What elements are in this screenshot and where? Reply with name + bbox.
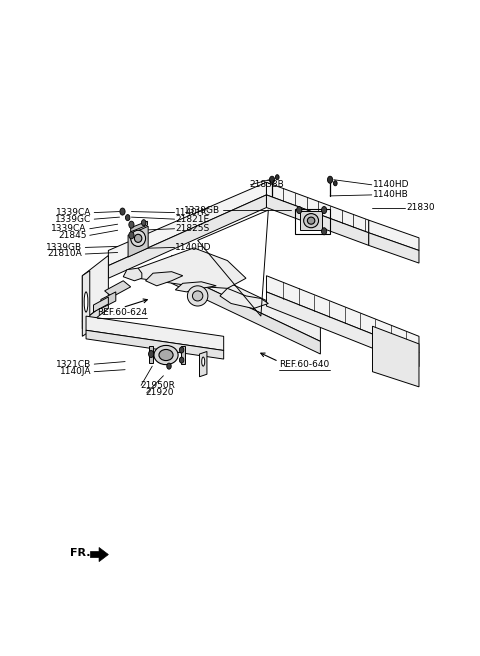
Text: 1339GB: 1339GB bbox=[46, 243, 83, 252]
Circle shape bbox=[334, 181, 337, 186]
Polygon shape bbox=[86, 316, 224, 350]
Polygon shape bbox=[266, 195, 369, 245]
Polygon shape bbox=[372, 326, 419, 387]
Polygon shape bbox=[220, 289, 268, 308]
Text: 1140HC: 1140HC bbox=[175, 208, 211, 217]
Polygon shape bbox=[128, 226, 148, 257]
Ellipse shape bbox=[202, 357, 204, 366]
Text: 1339GC: 1339GC bbox=[55, 215, 92, 224]
Ellipse shape bbox=[154, 346, 178, 365]
Circle shape bbox=[322, 207, 327, 214]
Circle shape bbox=[129, 232, 134, 239]
Circle shape bbox=[327, 176, 333, 183]
Circle shape bbox=[129, 221, 134, 228]
Text: 1339CA: 1339CA bbox=[56, 208, 92, 217]
Ellipse shape bbox=[304, 214, 319, 228]
Polygon shape bbox=[86, 330, 224, 359]
Text: 21830: 21830 bbox=[406, 203, 434, 212]
Polygon shape bbox=[123, 268, 142, 281]
Text: 21845: 21845 bbox=[58, 231, 87, 240]
Polygon shape bbox=[181, 346, 185, 364]
Text: 21810A: 21810A bbox=[48, 249, 83, 258]
Polygon shape bbox=[266, 292, 419, 367]
Circle shape bbox=[297, 207, 302, 214]
Circle shape bbox=[276, 174, 279, 180]
Circle shape bbox=[148, 350, 154, 358]
Polygon shape bbox=[266, 182, 369, 233]
Ellipse shape bbox=[307, 217, 315, 224]
Polygon shape bbox=[300, 211, 322, 230]
Polygon shape bbox=[175, 282, 216, 292]
Text: 21950R: 21950R bbox=[140, 381, 175, 390]
Circle shape bbox=[120, 208, 125, 215]
Polygon shape bbox=[91, 548, 108, 562]
Text: REF.60-624: REF.60-624 bbox=[97, 308, 147, 317]
Polygon shape bbox=[266, 276, 419, 352]
Ellipse shape bbox=[159, 350, 173, 361]
Polygon shape bbox=[172, 255, 321, 341]
Polygon shape bbox=[138, 248, 246, 289]
Ellipse shape bbox=[192, 291, 203, 301]
Text: 21825S: 21825S bbox=[175, 224, 210, 234]
Polygon shape bbox=[105, 281, 131, 297]
Ellipse shape bbox=[131, 230, 145, 247]
Text: 21838B: 21838B bbox=[250, 180, 285, 190]
Text: 1321CB: 1321CB bbox=[56, 359, 92, 369]
Polygon shape bbox=[83, 255, 108, 321]
Polygon shape bbox=[83, 271, 90, 337]
Circle shape bbox=[180, 357, 184, 363]
Circle shape bbox=[125, 215, 130, 220]
Polygon shape bbox=[369, 220, 419, 251]
Polygon shape bbox=[83, 301, 108, 329]
Text: 1140HB: 1140HB bbox=[372, 190, 408, 199]
Text: 1140HD: 1140HD bbox=[175, 243, 212, 252]
Ellipse shape bbox=[187, 286, 208, 306]
Polygon shape bbox=[108, 195, 266, 278]
Circle shape bbox=[269, 176, 275, 183]
Polygon shape bbox=[108, 182, 266, 266]
Text: 1140HD: 1140HD bbox=[372, 180, 409, 190]
Text: 21821E: 21821E bbox=[175, 215, 209, 224]
Text: 1140JA: 1140JA bbox=[60, 367, 92, 376]
Circle shape bbox=[180, 347, 184, 353]
Text: 1339GB: 1339GB bbox=[184, 205, 220, 215]
Polygon shape bbox=[200, 352, 207, 377]
Polygon shape bbox=[101, 292, 116, 308]
Polygon shape bbox=[145, 272, 183, 286]
Polygon shape bbox=[149, 346, 153, 363]
Ellipse shape bbox=[84, 292, 88, 312]
Ellipse shape bbox=[134, 234, 142, 242]
Text: FR.: FR. bbox=[71, 548, 91, 558]
Circle shape bbox=[142, 220, 146, 226]
Text: REF.60-640: REF.60-640 bbox=[279, 359, 330, 369]
Polygon shape bbox=[369, 233, 419, 263]
Polygon shape bbox=[94, 297, 108, 312]
Text: 21920: 21920 bbox=[145, 388, 174, 398]
Circle shape bbox=[167, 363, 171, 369]
Polygon shape bbox=[131, 221, 147, 232]
Polygon shape bbox=[172, 271, 321, 354]
Circle shape bbox=[322, 228, 327, 235]
Text: 1339CA: 1339CA bbox=[51, 224, 87, 234]
